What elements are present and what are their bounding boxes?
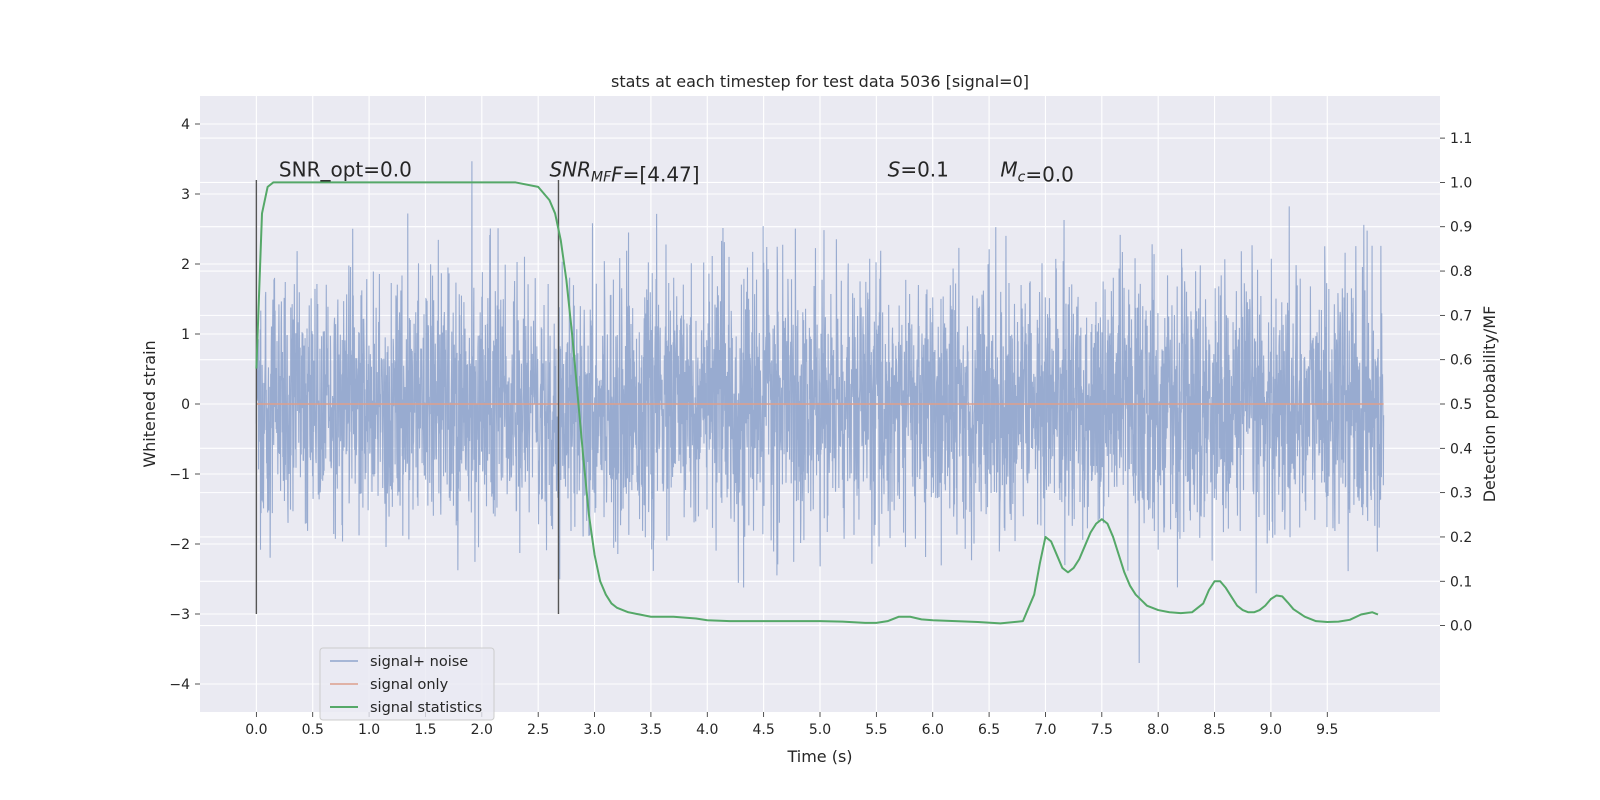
x-tick-label: 2.5 (527, 722, 549, 738)
annotation-part: =0.0 (1025, 163, 1074, 187)
x-tick-label: 9.0 (1260, 722, 1282, 738)
x-axis-label: Time (s) (786, 747, 852, 766)
y-tick-label-left: −1 (169, 467, 190, 483)
series-signal-noise (255, 161, 1385, 664)
annotation-part: MF (591, 170, 612, 186)
x-tick-label: 0.5 (302, 722, 324, 738)
x-tick-label: 6.0 (922, 722, 944, 738)
annotations: SNR_opt=0.0 SNRMFF=[4.47] S=0.1 Mc=0.0 (279, 158, 1074, 187)
series-signal-statistics (255, 181, 1379, 625)
x-tick-label: 0.0 (245, 722, 267, 738)
y-tick-label-left: −3 (169, 607, 190, 623)
y-tick-label-right: 0.6 (1450, 353, 1472, 369)
legend-label-signal-statistics: signal statistics (370, 700, 482, 716)
y-tick-label-left: 4 (181, 117, 190, 133)
annotation-part: SNR_opt=0.0 (279, 158, 412, 182)
annotation: S=0.1 (888, 158, 949, 182)
y-tick-label-left: −2 (169, 537, 190, 553)
x-tick-label: 4.0 (696, 722, 718, 738)
x-tick-label: 7.0 (1034, 722, 1056, 738)
annotation-part: S (888, 158, 901, 182)
annotation-part: F (611, 163, 623, 187)
plot-content (255, 161, 1385, 664)
legend: signal+ noise signal only signal statist… (319, 647, 495, 721)
legend-label-signal-only: signal only (370, 677, 449, 693)
x-tick-label: 4.5 (753, 722, 775, 738)
y-tick-label-right: 0.1 (1450, 574, 1472, 590)
y-tick-label-left: 1 (181, 327, 190, 343)
x-tick-label: 8.0 (1147, 722, 1169, 738)
x-tick-label: 3.0 (583, 722, 605, 738)
y-tick-label-right: 0.0 (1450, 619, 1472, 635)
x-tick-label: 6.5 (978, 722, 1000, 738)
chart-title: stats at each timestep for test data 503… (611, 72, 1029, 91)
x-tick-label: 9.5 (1316, 722, 1338, 738)
y-tick-label-right: 1.0 (1450, 175, 1472, 191)
annotation-part: c (1018, 170, 1026, 186)
x-tick-label: 7.5 (1091, 722, 1113, 738)
annotation-part: SNR (549, 158, 591, 182)
y-tick-label-right: 0.4 (1450, 441, 1472, 457)
y-axis-label-right: Detection probability/MF (1480, 306, 1499, 503)
x-tick-label: 1.0 (358, 722, 380, 738)
legend-label-signal-noise: signal+ noise (370, 654, 468, 670)
y-tick-label-right: 0.7 (1450, 308, 1472, 324)
annotation-part: =[4.47] (623, 163, 700, 187)
annotation: Mc=0.0 (1000, 158, 1074, 187)
x-tick-label: 3.5 (640, 722, 662, 738)
annotation-part: =0.1 (900, 158, 949, 182)
annotation-part: M (1000, 158, 1017, 182)
annotation: SNRMFF=[4.47] (549, 158, 699, 187)
x-tick-label: 5.5 (865, 722, 887, 738)
y-tick-label-right: 0.8 (1450, 264, 1472, 280)
y-tick-label-left: −4 (169, 677, 190, 693)
x-tick-label: 1.5 (414, 722, 436, 738)
legend-box (319, 647, 495, 721)
y-tick-label-right: 0.3 (1450, 486, 1472, 502)
y-tick-label-left: 2 (181, 257, 190, 273)
x-tick-label: 8.5 (1203, 722, 1225, 738)
x-tick-label: 5.0 (809, 722, 831, 738)
y-tick-label-left: 3 (181, 187, 190, 203)
y-tick-label-left: 0 (181, 397, 190, 413)
x-tick-label: 2.0 (471, 722, 493, 738)
ticks: 0.0 0.5 1.0 1.5 2.0 2.5 3.0 3.5 4.0 4.5 5.0 5.5 6.0 6… (169, 117, 1472, 738)
y-tick-label-right: 1.1 (1450, 131, 1472, 147)
y-tick-label-right: 0.9 (1450, 220, 1472, 236)
annotation: SNR_opt=0.0 (279, 158, 412, 182)
y-axis-label-left: Whitened strain (140, 340, 159, 467)
y-tick-label-right: 0.5 (1450, 397, 1472, 413)
y-tick-label-right: 0.2 (1450, 530, 1472, 546)
